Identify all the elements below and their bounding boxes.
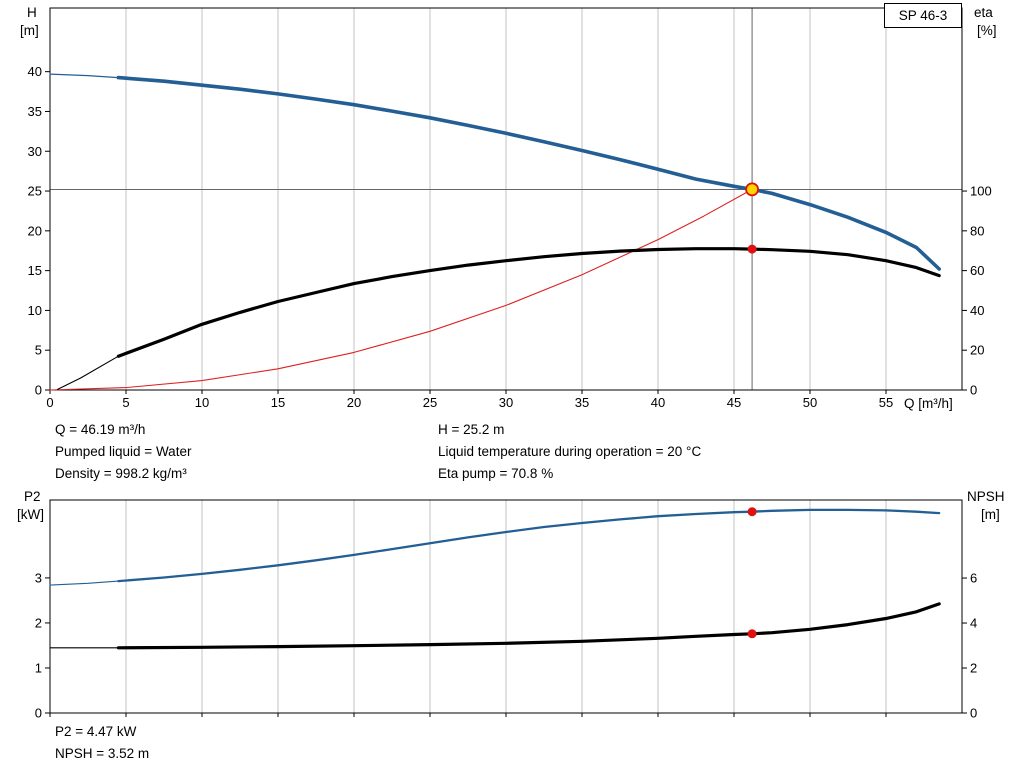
x-tick-label: 5 <box>122 395 129 410</box>
npsh-curve <box>116 602 941 650</box>
left-tick-label: 25 <box>28 184 42 199</box>
p2-npsh-chart-svg: 0 1 2 3 0 2 4 6 <box>35 499 977 721</box>
right-tick-label: 6 <box>970 571 977 586</box>
p2-curve-lead <box>49 580 119 586</box>
info-top-left: Q = 46.19 m³/h Pumped liquid = Water Den… <box>55 419 191 485</box>
left-tick-label: 1 <box>35 660 42 675</box>
npsh-duty-dot <box>747 629 757 639</box>
eta-curve-lead <box>57 355 119 390</box>
left-tick-label: 0 <box>35 706 42 721</box>
left-tick-label: 0 <box>35 383 42 398</box>
right-tick-label: 4 <box>970 616 977 631</box>
plot-border <box>49 499 963 714</box>
pump-model-box: SP 46-3 <box>884 3 962 28</box>
eta-duty-dot <box>747 244 757 254</box>
info-q: Q = 46.19 m³/h <box>55 422 146 437</box>
h-axis-label: H <box>27 5 37 20</box>
x-tick-label: 55 <box>879 395 893 410</box>
eta-curve <box>116 247 941 358</box>
right-tick-label: 100 <box>970 184 992 199</box>
x-tick-label: 45 <box>727 395 741 410</box>
plot-border <box>49 7 963 391</box>
info-eta-pump: Eta pump = 70.8 % <box>438 466 554 481</box>
right-tick-label: 40 <box>970 303 984 318</box>
x-tick-label: 30 <box>499 395 513 410</box>
left-tick-label: 10 <box>28 303 42 318</box>
left-tick-label: 3 <box>35 570 42 585</box>
p2-axis-unit: [kW] <box>17 507 44 522</box>
x-tick-label: 35 <box>575 395 589 410</box>
left-tick-label: 20 <box>28 223 42 238</box>
head-curve-lead <box>49 73 120 79</box>
x-tick-label: 0 <box>46 395 53 410</box>
npsh-axis-label: NPSH <box>967 489 1005 504</box>
npsh-axis-unit: [m] <box>981 507 1000 522</box>
right-tick-label: 60 <box>970 263 984 278</box>
duty-point-marker <box>745 182 759 197</box>
left-tick-label: 35 <box>28 104 42 119</box>
hq-chart-svg: 0 5 10 15 20 25 30 35 40 45 50 55 0 5 10 15 20 25 30 35 40 0 2… <box>28 7 992 410</box>
left-tick-label: 5 <box>35 343 42 358</box>
eta-axis-unit: [%] <box>977 23 997 38</box>
info-top-right: H = 25.2 m Liquid temperature during ope… <box>438 419 701 485</box>
info-bottom: P2 = 4.47 kW NPSH = 3.52 m <box>55 721 149 765</box>
head-curve <box>116 75 942 271</box>
left-tick-label: 40 <box>28 64 42 79</box>
x-tick-label: 15 <box>271 395 285 410</box>
right-tick-label: 2 <box>970 661 977 676</box>
q-axis-label: Q [m³/h] <box>904 396 953 411</box>
x-tick-label: 50 <box>803 395 817 410</box>
left-tick-label: 15 <box>28 263 42 278</box>
info-pumped-liquid: Pumped liquid = Water <box>55 444 192 459</box>
info-h: H = 25.2 m <box>438 422 505 437</box>
eta-axis-label: eta <box>974 5 993 20</box>
p2-duty-dot <box>747 507 757 517</box>
right-tick-label: 20 <box>970 343 984 358</box>
right-tick-label: 0 <box>970 383 977 398</box>
left-tick-label: 2 <box>35 615 42 630</box>
x-tick-label: 10 <box>195 395 209 410</box>
right-tick-label: 80 <box>970 223 984 238</box>
left-tick-label: 30 <box>28 144 42 159</box>
x-tick-label: 20 <box>347 395 361 410</box>
info-density: Density = 998.2 kg/m³ <box>55 466 187 481</box>
system-curve <box>49 188 753 391</box>
info-temperature: Liquid temperature during operation = 20… <box>438 444 702 459</box>
p2-curve <box>117 508 941 583</box>
p2-axis-label: P2 <box>24 489 41 504</box>
info-npsh: NPSH = 3.52 m <box>55 746 150 761</box>
right-tick-label: 0 <box>970 706 977 721</box>
x-tick-label: 40 <box>651 395 665 410</box>
info-p2: P2 = 4.47 kW <box>55 724 137 739</box>
x-tick-label: 25 <box>423 395 437 410</box>
h-axis-unit: [m] <box>20 23 39 38</box>
